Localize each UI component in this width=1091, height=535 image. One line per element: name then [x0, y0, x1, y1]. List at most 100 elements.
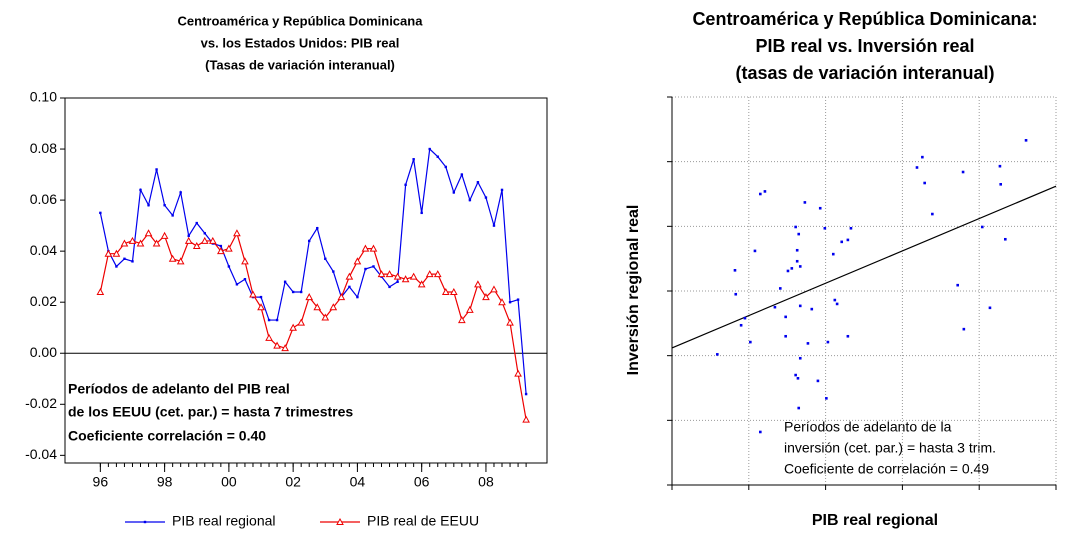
point-marker — [522, 415, 530, 423]
scatter-point — [753, 249, 757, 253]
point-marker — [345, 272, 354, 280]
point-marker — [112, 249, 121, 257]
scatter-point — [1024, 139, 1028, 142]
scatter-point — [831, 252, 835, 256]
point-marker — [120, 239, 129, 247]
point-marker — [458, 316, 466, 324]
point-marker — [160, 231, 169, 239]
point-marker — [152, 239, 161, 247]
scatter-point — [803, 201, 807, 204]
x-tick-label: 00 — [221, 474, 237, 490]
annotation: Períodos de adelanto de la — [784, 419, 952, 435]
x-tick-label: 98 — [157, 474, 173, 490]
point-marker — [348, 285, 351, 289]
annotation: Coeficiente correlación = 0.40 — [68, 428, 266, 444]
scatter-point — [816, 379, 820, 383]
scatter-point — [798, 356, 802, 360]
y-tick-label: 0.02 — [30, 293, 57, 309]
point-marker — [385, 270, 394, 278]
scatter-point — [798, 265, 802, 268]
trend-line — [671, 185, 1057, 349]
point-marker — [364, 267, 367, 271]
scatter-point — [790, 267, 794, 270]
scatter-point — [988, 306, 992, 310]
point-marker — [235, 283, 239, 286]
x-tick-label: 96 — [93, 474, 109, 490]
point-marker — [208, 236, 217, 244]
point-marker — [396, 280, 399, 283]
scatter-point — [716, 353, 719, 356]
point-marker — [249, 290, 257, 298]
legend-marker — [143, 520, 147, 524]
annotation: Períodos de adelanto del PIB real — [68, 381, 290, 397]
point-marker — [409, 272, 418, 280]
y-tick-label: 0.10 — [30, 89, 57, 105]
scatter-point — [915, 166, 919, 169]
series-line — [99, 147, 527, 395]
point-marker — [225, 244, 233, 252]
point-marker — [388, 285, 391, 289]
point-marker — [275, 318, 279, 322]
point-marker — [356, 295, 359, 299]
point-marker — [492, 224, 496, 227]
point-marker — [452, 191, 456, 194]
point-marker — [273, 341, 281, 349]
point-marker — [187, 234, 190, 238]
point-marker — [243, 278, 247, 281]
point-marker — [516, 298, 520, 301]
x-tick-label: 08 — [478, 474, 494, 490]
point-marker — [265, 333, 273, 341]
scatter-point — [956, 283, 959, 287]
point-marker — [195, 221, 198, 225]
y-tick-label: -0.02 — [25, 395, 57, 411]
point-marker — [428, 147, 431, 151]
scatter-point — [833, 298, 837, 302]
point-marker — [498, 298, 506, 306]
point-marker — [506, 318, 514, 326]
point-marker — [233, 229, 241, 237]
scatter-point — [961, 170, 965, 174]
scatter-point — [796, 377, 800, 380]
point-marker — [490, 285, 498, 293]
scatter-point — [763, 190, 767, 193]
point-marker — [449, 287, 458, 295]
chart-title: (tasas de variación interanual) — [735, 63, 994, 83]
point-marker — [417, 280, 426, 288]
legend-label: PIB real de EEUU — [367, 513, 479, 529]
chart-title: (Tasas de variación interanual) — [205, 57, 395, 72]
scatter-point — [759, 192, 762, 196]
y-tick-label: -0.04 — [25, 446, 57, 462]
scatter-point — [846, 334, 850, 338]
point-marker — [241, 257, 249, 265]
scatter-point — [1004, 237, 1007, 241]
annotation: inversión (cet. par.) = hasta 3 trim. — [784, 440, 996, 456]
scatter-point — [786, 269, 790, 273]
point-marker — [289, 323, 297, 331]
point-marker — [96, 287, 105, 295]
point-marker — [444, 165, 447, 169]
x-tick-label: 02 — [285, 474, 301, 490]
point-marker — [163, 204, 166, 207]
scatter-point — [797, 232, 801, 236]
point-marker — [171, 214, 174, 217]
point-marker — [131, 260, 134, 263]
chart-title: Centroamérica y República Dominicana: — [692, 9, 1037, 29]
point-marker — [337, 293, 346, 301]
point-marker — [136, 239, 145, 247]
point-marker — [227, 265, 231, 268]
scatter-point — [818, 206, 822, 210]
y-tick-label: 0.00 — [30, 344, 57, 360]
point-marker — [372, 265, 375, 268]
y-tick-label: 0.08 — [30, 140, 57, 156]
point-marker — [291, 290, 295, 294]
point-marker — [460, 173, 464, 176]
point-marker — [99, 211, 102, 215]
point-marker — [168, 254, 177, 262]
point-marker — [404, 183, 407, 186]
point-marker — [155, 168, 158, 171]
point-marker — [433, 270, 442, 278]
scatter-point — [784, 315, 787, 319]
point-marker — [514, 369, 522, 377]
scatter-point — [849, 226, 853, 230]
point-marker — [474, 280, 482, 288]
